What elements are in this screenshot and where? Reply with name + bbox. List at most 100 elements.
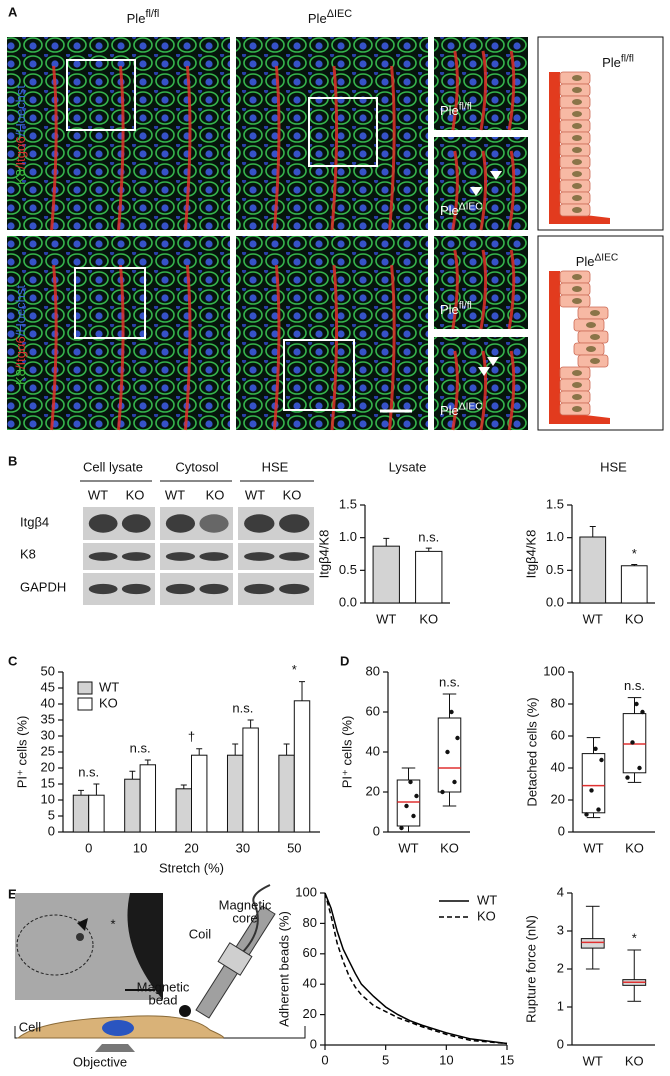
- significance: n.s.: [130, 740, 151, 755]
- genotype-superscript: fl/fl: [621, 53, 634, 64]
- y-tick-label: 3: [557, 922, 564, 937]
- basement-membrane: [388, 264, 396, 431]
- schematic-label: Cell: [19, 1019, 42, 1034]
- y-axis-label: Itgβ4/K8: [316, 530, 331, 579]
- blot-band: [121, 552, 151, 561]
- panel-label: D: [340, 653, 349, 668]
- genotype-base: Ple: [440, 103, 459, 118]
- nucleus: [590, 334, 600, 340]
- stain-label-part: Hoechst: [13, 85, 28, 133]
- blot-band: [279, 514, 310, 533]
- basement-membrane: [183, 264, 192, 431]
- x-tick-label: WT: [398, 840, 418, 855]
- basement-membrane: [330, 65, 339, 231]
- micrograph: [7, 37, 230, 230]
- basement-membrane: [479, 50, 488, 131]
- y-tick-label: 2: [557, 960, 564, 975]
- coil-wire: [239, 884, 271, 956]
- nucleus: [586, 322, 596, 328]
- y-axis-label: Adherent beads (%): [276, 911, 291, 1027]
- schematic-label: Magnetic: [219, 897, 272, 912]
- genotype-base: Ple: [440, 302, 459, 317]
- blot-band: [165, 583, 196, 595]
- y-tick-label: 30: [41, 727, 55, 742]
- data-point: [414, 793, 419, 799]
- data-point: [589, 788, 594, 793]
- zoom-box: [66, 59, 136, 131]
- significance: †: [188, 729, 195, 744]
- chart-title: HSE: [600, 459, 627, 474]
- data-point: [599, 757, 604, 763]
- error-bar: [144, 759, 151, 765]
- significance: n.s.: [418, 530, 439, 545]
- blot-band: [244, 514, 275, 533]
- x-tick-label: 30: [236, 840, 250, 855]
- nucleus: [572, 159, 582, 165]
- genotype-base: Ple: [440, 403, 459, 418]
- stain-label: K8/Itgα6/Hoechst: [13, 285, 28, 385]
- y-tick-label: 0: [48, 823, 55, 838]
- x-tick-label: KO: [625, 1053, 644, 1068]
- nucleus: [572, 394, 582, 400]
- panel-label: B: [8, 453, 17, 468]
- blot-band: [121, 514, 151, 533]
- nucleus: [572, 370, 582, 376]
- genotype-label: PleΔIEC: [308, 8, 352, 27]
- error-bar: [129, 770, 136, 780]
- y-tick-label: 40: [551, 759, 565, 774]
- cell-nucleus: [102, 1020, 134, 1036]
- blot-band: [88, 552, 118, 561]
- nucleus: [590, 310, 600, 316]
- basement-membrane: [479, 350, 488, 431]
- bar: [242, 727, 259, 833]
- micrograph: [236, 236, 428, 430]
- blot-band: [88, 583, 118, 595]
- data-point: [625, 775, 630, 780]
- genotype-label: PleΔIEC: [440, 201, 483, 218]
- arrowhead: [478, 367, 490, 376]
- zoom-box: [308, 97, 378, 167]
- x-tick-label: 0: [85, 840, 92, 855]
- basement-membrane: [507, 150, 516, 231]
- coil: [217, 942, 253, 976]
- bar: [175, 788, 193, 833]
- error-bar: [425, 547, 432, 552]
- data-point: [640, 709, 645, 715]
- nucleus: [572, 87, 582, 93]
- legend-swatch: [77, 681, 93, 695]
- legend-label: WT: [477, 892, 497, 907]
- y-tick-label: 80: [551, 695, 565, 710]
- y-tick-label: 0: [558, 823, 565, 838]
- y-tick-label: 0: [557, 1036, 564, 1051]
- basement-membrane: [183, 65, 192, 231]
- y-tick-label: 25: [41, 743, 55, 758]
- basement-membrane: [451, 150, 459, 231]
- bar: [139, 764, 157, 833]
- y-tick-label: 5: [48, 807, 55, 822]
- box: [437, 717, 462, 793]
- nucleus: [572, 171, 582, 177]
- blot-group: Cytosol: [175, 459, 218, 474]
- y-tick-label: 80: [366, 663, 380, 678]
- basement-membrane: [507, 249, 516, 330]
- basement-membrane: [50, 264, 58, 431]
- blot-band: [165, 552, 196, 561]
- stain-label-part: K8: [13, 169, 28, 185]
- x-tick-label: KO: [625, 840, 644, 855]
- x-axis-label: Stretch (%): [159, 860, 224, 875]
- basement-membrane: [451, 249, 459, 330]
- stain-label-part: /: [13, 332, 28, 336]
- legend-label: KO: [99, 695, 118, 710]
- basement-membrane: [479, 249, 488, 330]
- y-tick-label: 1.0: [546, 529, 564, 544]
- basement-membrane: [507, 50, 516, 131]
- y-tick-label: 20: [366, 783, 380, 798]
- nucleus: [590, 358, 600, 364]
- stain-label-part: Itgα6: [13, 136, 28, 165]
- photo-pipette: [127, 893, 163, 1000]
- y-tick-label: 4: [557, 884, 564, 899]
- error-bar: [232, 743, 239, 756]
- x-tick-label: WT: [583, 1053, 603, 1068]
- bar: [372, 545, 400, 604]
- nucleus: [572, 286, 582, 292]
